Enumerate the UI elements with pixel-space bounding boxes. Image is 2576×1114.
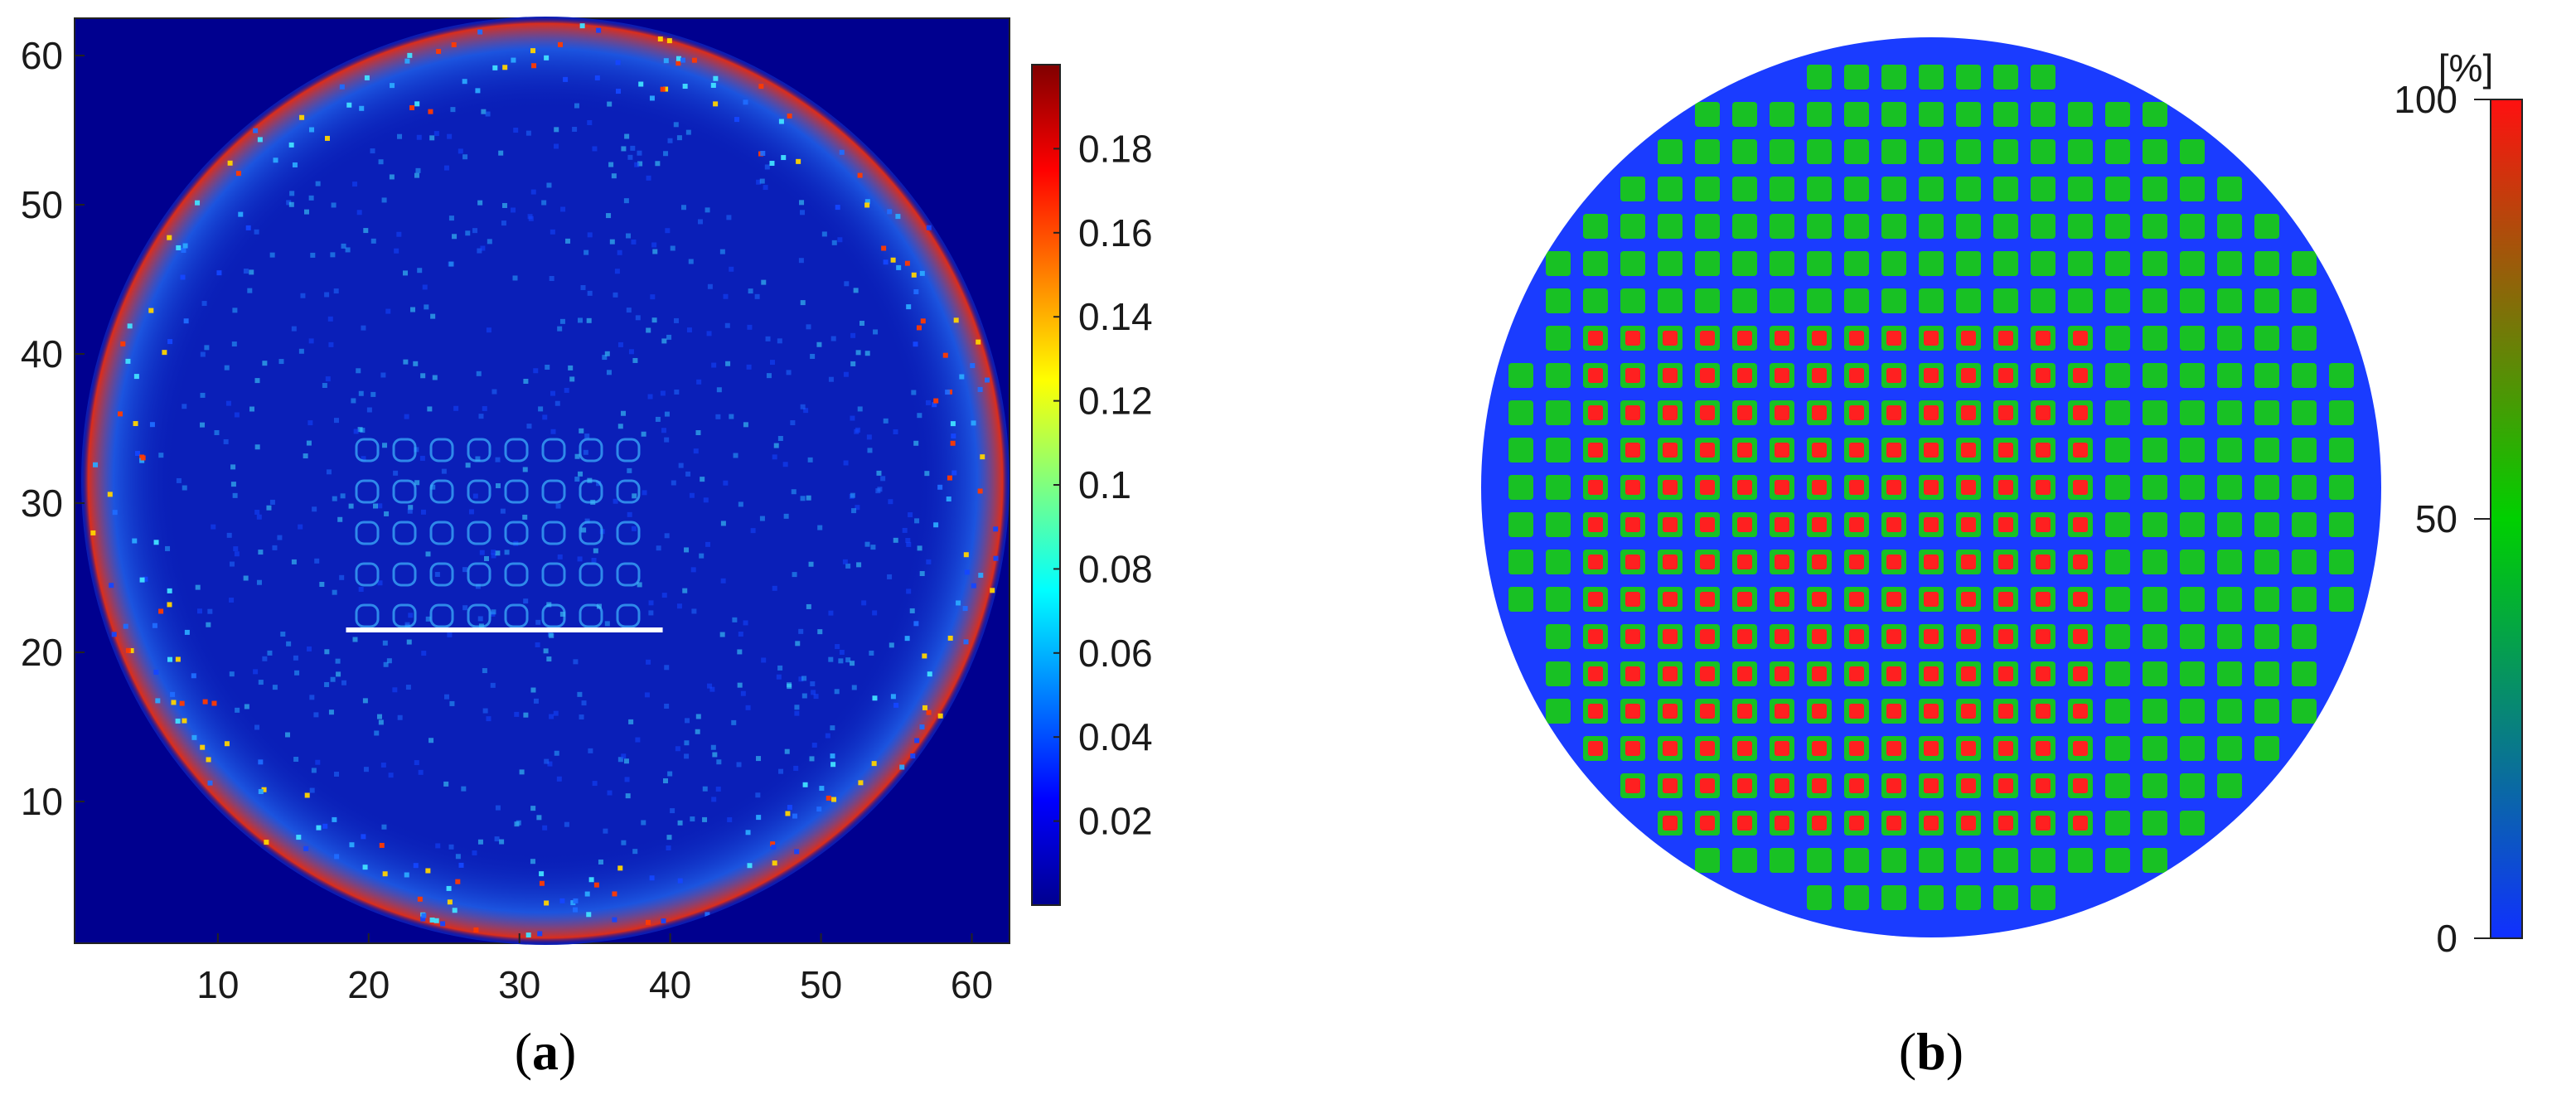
panel-caption-a: (a): [515, 1022, 577, 1081]
wafer-map: [1481, 37, 2381, 937]
y-tick-label: 40: [21, 332, 63, 375]
y-tick-label: 20: [21, 631, 63, 674]
colorbar-tick-label: 0.18: [1078, 127, 1153, 170]
panel-label-a: a: [532, 1022, 559, 1081]
x-tick-label: 60: [951, 963, 993, 1006]
x-tick-label: 30: [498, 963, 540, 1006]
x-tick-label: 40: [649, 963, 691, 1006]
colorbar-tick-label: 0.08: [1078, 547, 1153, 590]
colorbar-tick-label: 0.16: [1078, 211, 1153, 254]
colorbar-tick-label: 0.1: [1078, 463, 1131, 506]
y-tick-label: 10: [21, 780, 63, 823]
panel-caption-b: (b): [1899, 1022, 1963, 1081]
wafer-disc: [81, 17, 1010, 945]
colorbar-tick-label: 0: [2436, 917, 2457, 960]
die-grid: [1508, 65, 2354, 910]
colorbar-tick-label: 0.04: [1078, 715, 1153, 758]
y-tick-label: 30: [21, 482, 63, 525]
y-tick-label: 60: [21, 34, 63, 77]
y-tick-label: 50: [21, 183, 63, 226]
panel-label-b: b: [1916, 1022, 1946, 1081]
panel-b: [%] 0 50 100 (b): [1481, 37, 2523, 1081]
colorbar-ticks: 0.02 0.04 0.06 0.08 0.1 0.12 0.14 0.16 0.18: [1053, 127, 1153, 843]
colorbar-tick-label: 50: [2415, 497, 2457, 540]
colorbar-ticks: 0 50 100: [2394, 78, 2491, 960]
colorbar-tick-label: 0.14: [1078, 295, 1153, 338]
heatmap-texture: [90, 23, 999, 938]
colorbar-tick-label: 0.02: [1078, 800, 1153, 843]
x-tick-label: 20: [347, 963, 390, 1006]
x-tick-label: 10: [196, 963, 239, 1006]
colorbar: [2490, 99, 2523, 939]
colorbar-unit: [%]: [2438, 46, 2493, 90]
colorbar-tick-label: 0.12: [1078, 380, 1153, 423]
colorbar-tick-label: 100: [2394, 78, 2457, 121]
x-axis-ticks: 10 20 30 40 50 60: [196, 933, 993, 1006]
y-axis-ticks: 10 20 30 40 50 60: [21, 34, 85, 823]
colorbar-tick-label: 0.06: [1078, 632, 1153, 675]
x-tick-label: 50: [800, 963, 842, 1006]
